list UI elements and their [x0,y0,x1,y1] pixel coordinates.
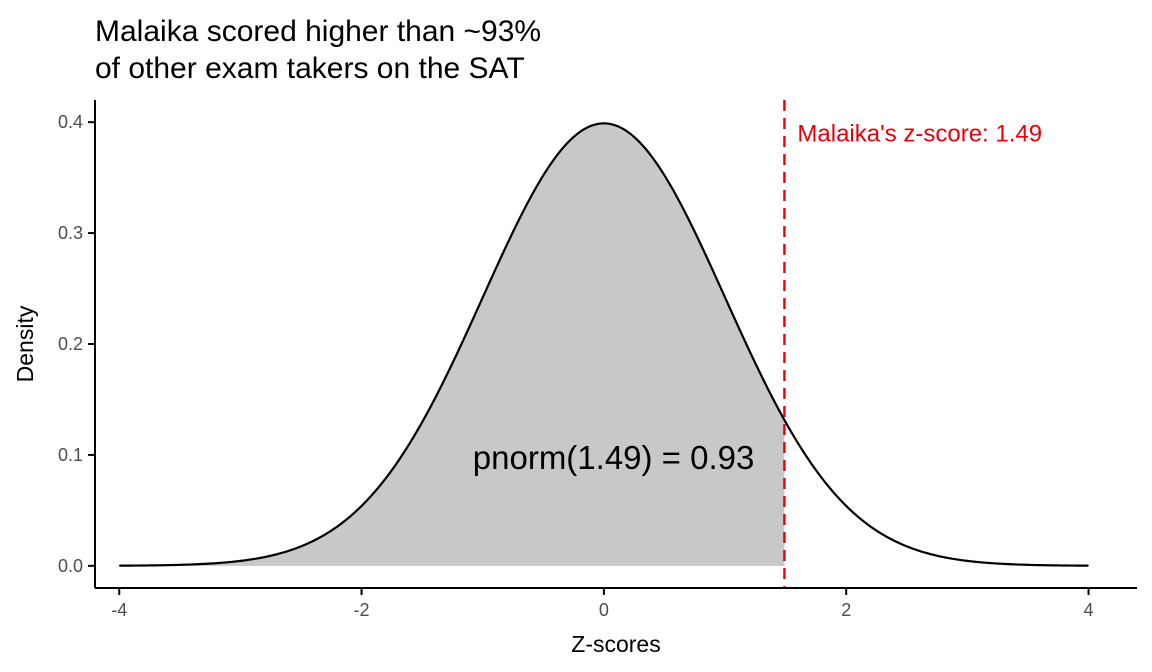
y-tick-label: 0.4 [58,112,83,132]
density-curve [119,122,1089,567]
y-axis-title: Density [12,305,38,382]
x-tick-label: 2 [841,600,851,620]
y-axis-ticks: 0.0 0.1 0.2 0.3 0.4 [58,112,95,576]
pnorm-annotation: pnorm(1.49) = 0.93 [473,439,755,476]
z-score-label: Malaika's z-score: 1.49 [797,120,1042,147]
x-tick-label: -4 [111,600,127,620]
x-axis-title: Z-scores [571,631,660,657]
y-tick-label: 0.0 [58,556,83,576]
x-tick-label: -2 [354,600,370,620]
y-tick-label: 0.2 [58,334,83,354]
chart-title-line-2: of other exam takers on the SAT [95,52,525,85]
chart-title-line-1: Malaika scored higher than ~93% [95,15,541,48]
y-tick-label: 0.3 [58,223,83,243]
y-tick-label: 0.1 [58,445,83,465]
plot-area: Malaika's z-score: 1.49 pnorm(1.49) = 0.… [119,100,1089,588]
x-axis-ticks: -4 -2 0 2 4 [111,588,1094,620]
shaded-area [119,123,785,566]
x-tick-label: 4 [1084,600,1094,620]
x-tick-label: 0 [599,600,609,620]
